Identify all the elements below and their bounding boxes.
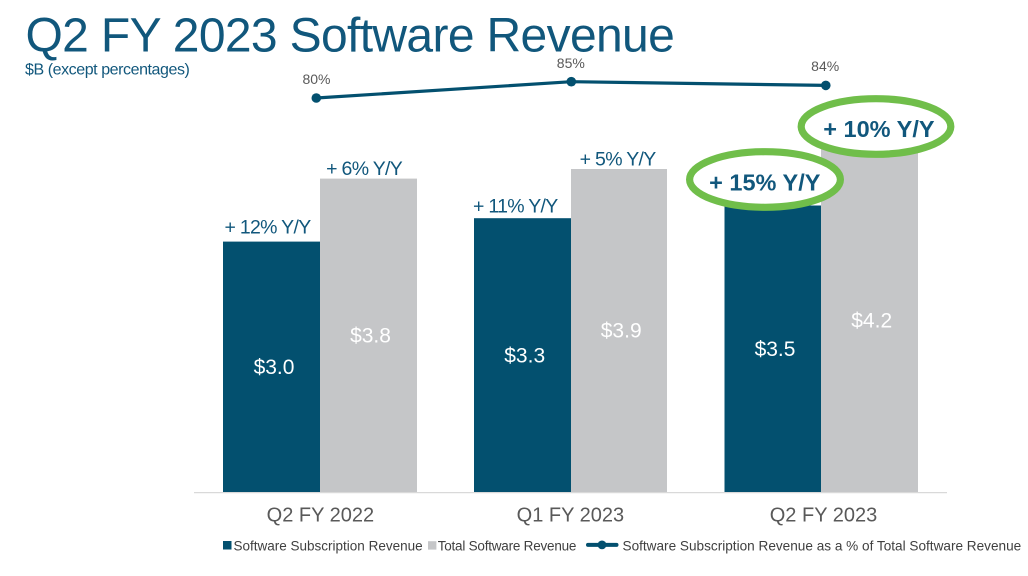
svg-text:Q2 FY 2023 Software Revenue: Q2 FY 2023 Software Revenue — [26, 10, 675, 63]
svg-text:$3.9: $3.9 — [601, 320, 642, 343]
svg-text:+ 11% Y/Y: + 11% Y/Y — [473, 196, 558, 218]
svg-text:$B (except percentages): $B (except percentages) — [25, 62, 190, 79]
svg-text:$3.5: $3.5 — [755, 338, 796, 361]
svg-text:Q2 FY 2023: Q2 FY 2023 — [770, 505, 877, 527]
svg-text:Software Subscription Revenue: Software Subscription Revenue — [234, 538, 423, 553]
svg-text:85%: 85% — [557, 55, 585, 71]
svg-text:$3.0: $3.0 — [254, 356, 295, 379]
svg-text:$3.8: $3.8 — [350, 325, 391, 348]
svg-text:Total Software Revenue: Total Software Revenue — [438, 538, 577, 553]
svg-text:Q2 FY 2022: Q2 FY 2022 — [267, 505, 374, 527]
svg-text:84%: 84% — [811, 58, 839, 74]
svg-text:+ 15% Y/Y: + 15% Y/Y — [709, 169, 821, 195]
svg-text:+ 5% Y/Y: + 5% Y/Y — [580, 149, 657, 171]
svg-text:Q1 FY 2023: Q1 FY 2023 — [517, 505, 624, 527]
svg-text:$4.2: $4.2 — [851, 310, 892, 333]
svg-text:$3.3: $3.3 — [504, 344, 545, 367]
svg-text:+ 12% Y/Y: + 12% Y/Y — [224, 217, 311, 239]
svg-text:+ 10% Y/Y: + 10% Y/Y — [823, 116, 935, 142]
svg-text:+ 6% Y/Y: + 6% Y/Y — [326, 158, 403, 180]
svg-text:80%: 80% — [302, 71, 330, 87]
svg-text:Software Subscription Revenue: Software Subscription Revenue as a % of … — [623, 538, 1022, 553]
